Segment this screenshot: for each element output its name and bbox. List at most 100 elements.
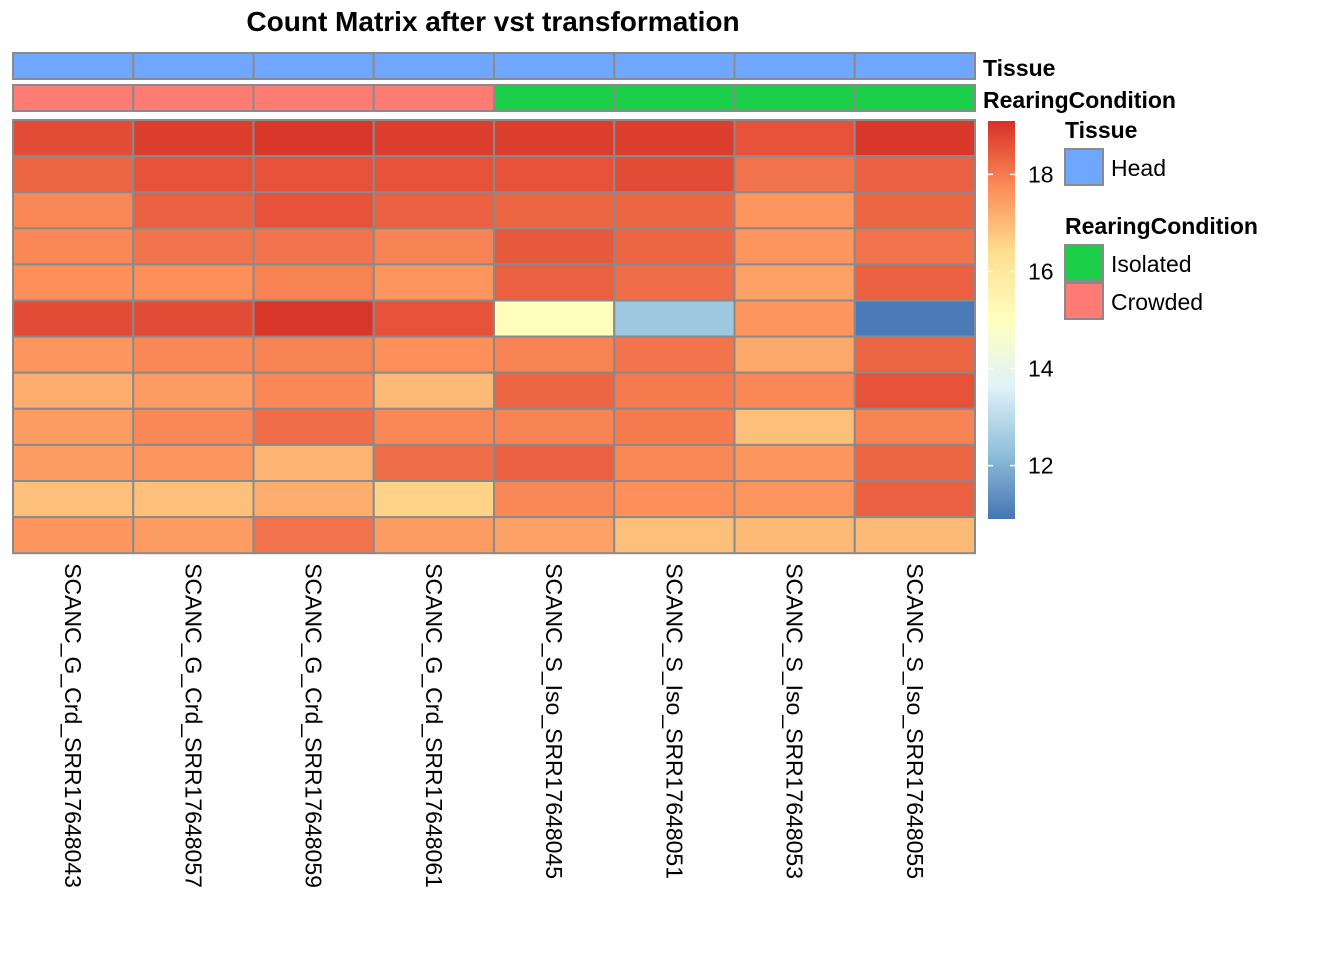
- heatmap-cell: [613, 516, 736, 555]
- heatmap-cell: [853, 443, 976, 482]
- heatmap-cell: [12, 155, 135, 194]
- heatmap-cell: [493, 335, 616, 374]
- column-label: SCANC_S_Iso_SRR17648045: [541, 563, 567, 879]
- heatmap-cell: [252, 227, 375, 266]
- heatmap-cell: [853, 480, 976, 519]
- legend-swatch: [1064, 282, 1104, 320]
- heatmap-cell: [372, 299, 495, 338]
- color-scale-legend: 12 14 16 18: [988, 121, 1054, 519]
- heatmap-cell: [12, 299, 135, 338]
- heatmap-cell: [733, 299, 856, 338]
- heatmap-cell: [733, 443, 856, 482]
- heatmap-cell: [853, 335, 976, 374]
- annotation-track-label: RearingCondition: [983, 87, 1176, 113]
- heatmap-cell: [613, 371, 736, 410]
- heatmap-cells: [12, 119, 976, 555]
- heatmap-cell: [853, 227, 976, 266]
- color-scale-tick-label: 16: [1028, 258, 1054, 284]
- heatmap-cell: [733, 119, 856, 158]
- color-scale-tick-label: 12: [1028, 453, 1054, 479]
- heatmap-cell: [493, 516, 616, 555]
- annotation-cell: [493, 84, 616, 112]
- legend-label: Head: [1111, 155, 1166, 181]
- heatmap-cell: [613, 155, 736, 194]
- heatmap-cell: [372, 191, 495, 230]
- heatmap-cell: [493, 480, 616, 519]
- heatmap-cell: [12, 263, 135, 302]
- annotation-cell: [493, 52, 616, 80]
- heatmap-cell: [493, 155, 616, 194]
- heatmap-cell: [132, 119, 255, 158]
- heatmap-cell: [12, 516, 135, 555]
- heatmap-cell: [132, 191, 255, 230]
- heatmap-cell: [853, 263, 976, 302]
- color-scale-tick-label: 18: [1028, 161, 1054, 187]
- column-label: SCANC_G_Crd_SRR17648061: [421, 563, 447, 888]
- heatmap-cell: [132, 516, 255, 555]
- heatmap-cell: [853, 407, 976, 446]
- heatmap-cell: [252, 299, 375, 338]
- heatmap-cell: [252, 335, 375, 374]
- heatmap-cell: [372, 335, 495, 374]
- heatmap-cell: [372, 263, 495, 302]
- legend-label: Crowded: [1111, 289, 1203, 315]
- heatmap-cell: [613, 443, 736, 482]
- column-label: SCANC_S_Iso_SRR17648053: [782, 563, 808, 879]
- heatmap-cell: [252, 371, 375, 410]
- annotation-cell: [733, 84, 856, 112]
- heatmap-cell: [132, 263, 255, 302]
- annotation-cell: [372, 84, 495, 112]
- heatmap-cell: [853, 516, 976, 555]
- heatmap-cell: [12, 407, 135, 446]
- heatmap-cell: [613, 119, 736, 158]
- heatmap-cell: [12, 371, 135, 410]
- heatmap-cell: [372, 371, 495, 410]
- annotation-track-label: Tissue: [983, 55, 1055, 81]
- column-label: SCANC_G_Crd_SRR17648059: [301, 563, 327, 888]
- color-scale-bar: [988, 121, 1015, 519]
- column-label: SCANC_S_Iso_SRR17648055: [902, 563, 928, 879]
- heatmap-cell: [733, 191, 856, 230]
- heatmap-cell: [372, 119, 495, 158]
- heatmap-cell: [12, 227, 135, 266]
- heatmap-cell: [132, 443, 255, 482]
- annotation-tracks: Tissue RearingCondition: [12, 52, 1176, 113]
- heatmap-cell: [372, 516, 495, 555]
- heatmap-cell: [252, 443, 375, 482]
- annotation-cell: [132, 52, 255, 80]
- heatmap-cell: [493, 227, 616, 266]
- annotation-cell: [613, 84, 736, 112]
- annotation-cell: [613, 52, 736, 80]
- heatmap-cell: [132, 371, 255, 410]
- heatmap-cell: [613, 227, 736, 266]
- heatmap-cell: [493, 407, 616, 446]
- heatmap-cell: [132, 155, 255, 194]
- heatmap-cell: [733, 480, 856, 519]
- heatmap-cell: [252, 480, 375, 519]
- legend-swatch: [1064, 148, 1104, 186]
- annotation-cell: [12, 84, 135, 112]
- heatmap-cell: [493, 119, 616, 158]
- heatmap-cell: [853, 191, 976, 230]
- color-scale-tick-label: 14: [1028, 356, 1054, 382]
- annotation-cell: [733, 52, 856, 80]
- heatmap-cell: [12, 443, 135, 482]
- annotation-cell: [252, 52, 375, 80]
- chart-title: Count Matrix after vst transformation: [246, 6, 739, 37]
- heatmap-cell: [372, 227, 495, 266]
- annotation-cell: [12, 52, 135, 80]
- legend-swatch: [1064, 244, 1104, 282]
- heatmap-cell: [733, 227, 856, 266]
- heatmap-cell: [493, 443, 616, 482]
- annotation-legend: Tissue Head RearingCondition Isolated Crowde…: [1064, 117, 1258, 320]
- heatmap-cell: [493, 263, 616, 302]
- heatmap-cell: [853, 155, 976, 194]
- heatmap-cell: [132, 335, 255, 374]
- heatmap-cell: [372, 155, 495, 194]
- heatmap-cell: [613, 191, 736, 230]
- column-label: SCANC_S_Iso_SRR17648051: [661, 563, 687, 879]
- annotation-cell: [132, 84, 255, 112]
- annotation-cell: [372, 52, 495, 80]
- heatmap-cell: [372, 443, 495, 482]
